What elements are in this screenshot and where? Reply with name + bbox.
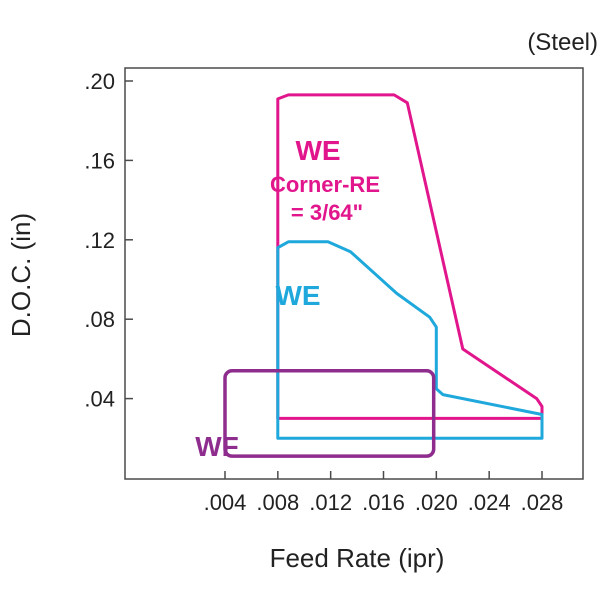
- region-wf: [223, 369, 436, 458]
- x-tick-label: .012: [309, 490, 352, 515]
- y-tick-label: .08: [84, 307, 115, 332]
- x-tick-label: .004: [204, 490, 247, 515]
- region-we-corner-re: [276, 93, 544, 420]
- x-tick-label: .008: [256, 490, 299, 515]
- region-we-corner-re-label-line: = 3/64": [291, 200, 363, 225]
- region-we: [276, 240, 544, 440]
- y-tick-label: .20: [84, 69, 115, 94]
- x-axis-ticks: .004 .008 .012 .016 .020 .024 .028: [204, 471, 564, 515]
- x-tick-label: .020: [415, 490, 458, 515]
- x-tick-label: .028: [521, 490, 564, 515]
- operating-regions: [223, 93, 544, 458]
- region-labels: WE Corner-RE = 3/64" WE WF: [195, 135, 380, 462]
- plot-frame: [124, 67, 584, 480]
- y-tick-label: .12: [84, 228, 115, 253]
- y-tick-label: .16: [84, 148, 115, 173]
- x-tick-label: .016: [362, 490, 405, 515]
- y-tick-label: .04: [84, 387, 115, 412]
- x-tick-label: .024: [468, 490, 511, 515]
- steel-annotation: (Steel): [527, 29, 598, 56]
- y-axis-ticks: .04 .08 .12 .16 .20: [84, 69, 133, 412]
- region-wf-label-line: WF: [195, 431, 239, 462]
- region-we-corner-re-label-line: Corner-RE: [270, 172, 380, 197]
- y-axis-title: D.O.C. (in): [6, 213, 36, 337]
- region-we-label-line: WE: [275, 280, 320, 311]
- x-axis-title: Feed Rate (ipr): [270, 543, 445, 573]
- region-we-corner-re-label-line: WE: [295, 135, 340, 166]
